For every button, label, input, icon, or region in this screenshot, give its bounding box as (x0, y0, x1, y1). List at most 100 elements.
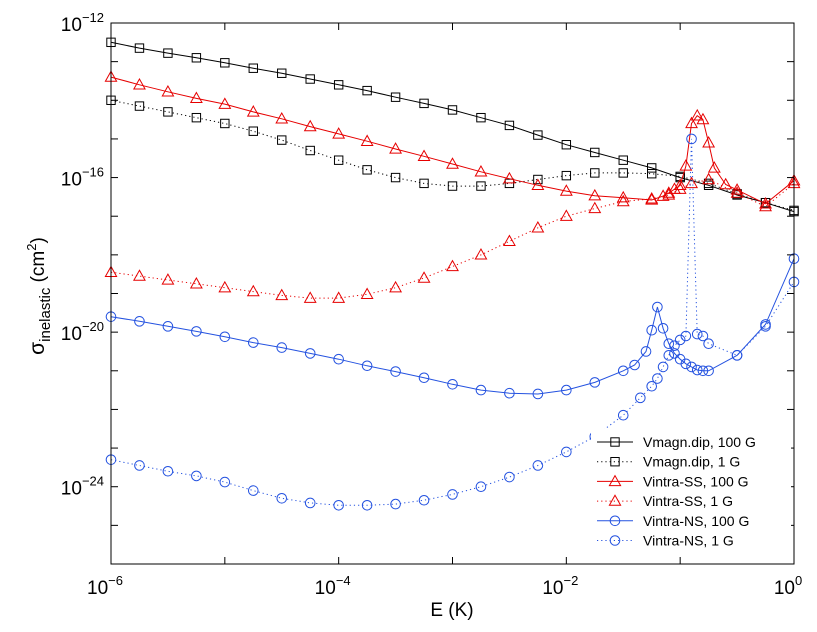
data-point-vintra-ss-100-g (531, 178, 545, 190)
data-point-vintra-ns-1-g (191, 470, 202, 482)
data-point-vintra-ns-100-g (663, 338, 675, 350)
y-axis-label: σinelastic (cm2) (24, 237, 54, 355)
data-point-vintra-ns-1-g (669, 340, 680, 351)
data-point-vmagn-dip-100-g (533, 130, 543, 140)
legend-marker-vmagn-dip-100-g (610, 437, 620, 447)
data-point-vintra-ss-100-g (275, 112, 289, 124)
data-point-vintra-ns-100-g (686, 361, 697, 373)
data-point-vmagn-dip-100-g (590, 147, 600, 158)
data-point-vintra-ss-1-g (246, 284, 260, 297)
data-point-vintra-ss-1-g (616, 194, 630, 207)
x-axis-label: E (K) (430, 600, 473, 621)
data-point-vintra-ss-100-g (218, 97, 232, 109)
legend-marker-vintra-ss-1-g (608, 494, 622, 506)
data-point-vintra-ns-100-g (691, 364, 703, 376)
data-point-vmagn-dip-1-g (675, 171, 685, 182)
data-point-vintra-ss-1-g (588, 201, 602, 214)
data-point-vintra-ns-100-g (652, 301, 663, 313)
y-tick-label: 10−20 (61, 319, 104, 345)
data-point-vintra-ns-1-g (635, 392, 646, 404)
series-line-vmagn-dip-1-g (110, 99, 795, 211)
data-point-vintra-ss-100-g (389, 142, 403, 154)
x-tick-label: 10−6 (87, 573, 123, 599)
data-point-vintra-ss-100-g (588, 188, 602, 201)
legend-marker-vintra-ns-1-g (609, 535, 621, 546)
data-point-vmagn-dip-100-g (618, 155, 628, 165)
data-point-vmagn-dip-1-g (220, 118, 230, 129)
data-point-vintra-ss-1-g (559, 209, 573, 221)
data-point-vmagn-dip-1-g (561, 170, 572, 181)
data-point-vmagn-dip-1-g (476, 181, 486, 191)
series-line-vmagn-dip-100-g (110, 41, 795, 213)
data-point-vmagn-dip-100-g (561, 140, 572, 150)
legend-label-vintra-ss-1-g: Vintra-SS, 1 G (643, 493, 733, 509)
data-point-vintra-ss-100-g (502, 171, 516, 184)
data-point-vintra-ss-100-g (690, 108, 704, 121)
data-point-vmagn-dip-100-g (647, 163, 657, 173)
data-point-vintra-ss-100-g (161, 84, 175, 97)
x-tick-label: 10−4 (315, 573, 351, 599)
data-point-vintra-ss-100-g (707, 161, 721, 173)
data-point-vmagn-dip-1-g (248, 126, 258, 136)
data-point-vintra-ns-100-g (680, 358, 692, 370)
legend-marker-vmagn-dip-1-g (610, 457, 620, 467)
data-point-vintra-ns-1-g (390, 498, 401, 510)
data-point-vintra-ss-1-g (662, 188, 676, 200)
data-point-vmagn-dip-1-g (134, 101, 145, 111)
data-point-vintra-ss-100-g (446, 157, 459, 169)
data-point-vintra-ss-1-g (161, 273, 175, 285)
data-point-vintra-ns-1-g (617, 409, 629, 421)
data-point-vintra-ss-100-g (417, 149, 431, 162)
series-line-vintra-ss-100-g (110, 76, 795, 205)
data-point-vintra-ns-1-g (134, 460, 145, 471)
data-point-vmagn-dip-100-g (134, 43, 145, 53)
data-point-vmagn-dip-100-g (248, 63, 258, 73)
data-point-vintra-ns-100-g (657, 322, 669, 334)
data-point-vintra-ss-100-g (559, 184, 573, 196)
data-point-vintra-ns-1-g (561, 446, 572, 458)
data-point-vintra-ns-1-g (504, 471, 515, 483)
data-point-vmagn-dip-1-g (533, 174, 543, 185)
legend-label-vintra-ns-1-g: Vintra-NS, 1 G (643, 533, 734, 549)
data-point-vintra-ss-100-g (685, 116, 699, 129)
data-point-vintra-ns-1-g (760, 321, 771, 332)
data-point-vmagn-dip-1-g (277, 135, 287, 145)
data-point-vintra-ss-1-g (730, 186, 744, 198)
data-point-vintra-ns-100-g (418, 372, 430, 384)
data-point-vintra-ss-100-g (730, 183, 744, 195)
x-tick-labels: 10−6 10−4 10−2 100 (87, 573, 802, 599)
data-point-vmagn-dip-1-g (191, 112, 202, 123)
data-point-vintra-ns-100-g (304, 348, 316, 359)
data-point-vmagn-dip-100-g (362, 85, 372, 96)
legend-box (591, 429, 791, 554)
data-point-vmagn-dip-100-g (305, 74, 315, 84)
data-point-vintra-ns-100-g (629, 359, 640, 371)
data-point-vintra-ns-1-g (691, 328, 703, 340)
data-point-vintra-ss-100-g (662, 186, 676, 198)
data-point-vintra-ns-100-g (646, 324, 658, 336)
data-point-vintra-ss-100-g (360, 134, 374, 146)
data-point-vintra-ns-100-g (640, 346, 652, 357)
data-point-vintra-ns-1-g (532, 460, 544, 471)
legend-label-vintra-ns-100-g: Vintra-NS, 100 G (643, 513, 749, 529)
data-point-vmagn-dip-1-g (362, 165, 372, 175)
data-point-vintra-ns-1-g (680, 330, 692, 342)
data-point-vintra-ss-1-g (673, 182, 687, 194)
data-point-vintra-ss-100-g (719, 177, 733, 190)
data-point-vmagn-dip-100-g (504, 120, 515, 131)
data-point-vmagn-dip-1-g (447, 181, 458, 191)
plot-area (104, 37, 801, 511)
data-point-vintra-ss-100-g (645, 193, 659, 205)
data-point-vintra-ss-100-g (759, 197, 772, 209)
legend: Vmagn.dip, 100 G Vmagn.dip, 1 G Vintra-SS,… (591, 429, 791, 554)
data-point-vmagn-dip-100-g (163, 48, 173, 58)
data-point-vintra-ns-1-g (686, 133, 697, 145)
data-point-vintra-ns-1-g (333, 499, 344, 511)
data-point-vintra-ns-1-g (219, 476, 231, 488)
data-point-vintra-ss-1-g (303, 291, 317, 303)
data-point-vintra-ns-1-g (646, 380, 658, 392)
data-point-vintra-ss-100-g (673, 178, 687, 190)
y-tick-label: 10−24 (61, 474, 104, 500)
data-point-vintra-ss-1-g (417, 271, 431, 283)
